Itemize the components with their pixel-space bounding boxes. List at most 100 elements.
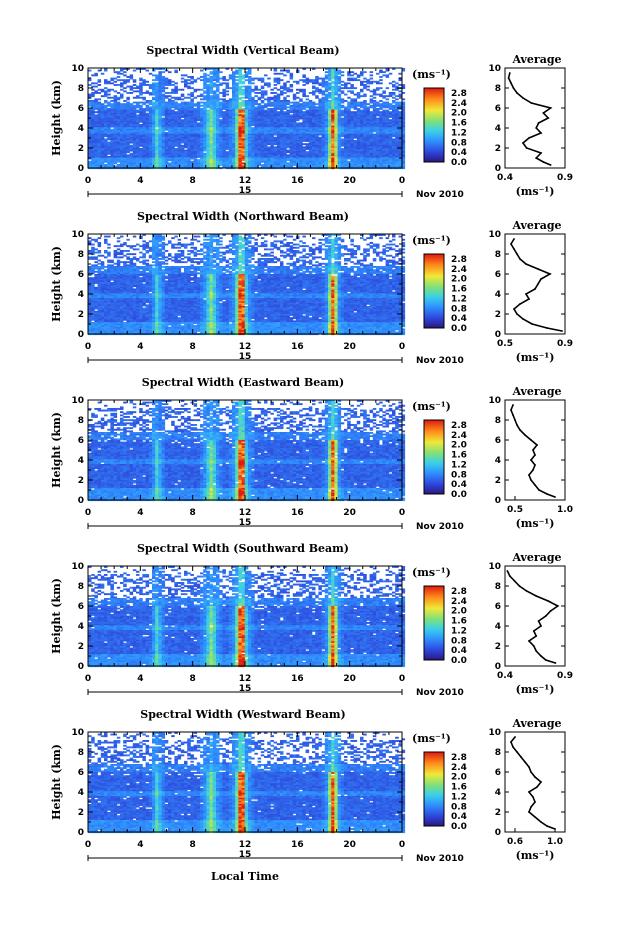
avg-profile-point: [530, 459, 532, 461]
x-tick-label: 16: [291, 840, 304, 850]
x-tick-label: 0: [399, 674, 405, 684]
avg-profile-point: [522, 97, 524, 99]
avg-profile-point: [532, 449, 534, 451]
colorbar-tick-label: 1.6: [451, 451, 467, 461]
avg-profile-point: [540, 655, 542, 657]
avg-y-tick-label: 4: [495, 290, 501, 300]
avg-y-tick-label: 2: [495, 476, 501, 486]
avg-y-tick-label: 10: [488, 396, 501, 406]
avg-profile-point: [545, 659, 547, 661]
avg-y-tick-label: 4: [495, 456, 501, 466]
x-tick-label: 12: [239, 176, 252, 186]
x-tick-label: 20: [343, 342, 356, 352]
avg-profile-point: [538, 122, 540, 124]
date-label: Nov 2010: [416, 356, 464, 366]
date-label: Nov 2010: [416, 854, 464, 864]
avg-profile-point: [513, 248, 515, 250]
x-tick-label: 8: [190, 840, 196, 850]
avg-profile-point: [530, 439, 532, 441]
avg-profile-point: [528, 298, 530, 300]
y-axis-label: Height (km): [50, 80, 63, 156]
avg-y-tick-label: 10: [488, 64, 501, 74]
y-tick-label: 4: [78, 456, 84, 466]
x-tick-label: 20: [343, 508, 356, 518]
avg-profile-point: [533, 645, 535, 647]
avg-profile-point: [543, 161, 545, 163]
avg-x-tick-label: 0.4: [497, 173, 513, 183]
colorbar-tick-label: 1.2: [451, 460, 467, 470]
avg-profile-point: [522, 142, 524, 144]
avg-profile-point: [540, 278, 542, 280]
avg-profile-point: [509, 72, 511, 74]
avg-profile-point: [525, 293, 527, 295]
x-tick-label: 12: [239, 674, 252, 684]
colorbar: [424, 420, 444, 494]
avg-profile-point: [535, 650, 537, 652]
x-tick-label: 0: [85, 342, 91, 352]
colorbar-unit: (ms⁻¹): [412, 400, 451, 413]
y-tick-label: 8: [78, 84, 84, 94]
y-tick-label: 4: [78, 290, 84, 300]
y-axis-label: Height (km): [50, 246, 63, 322]
y-tick-label: 4: [78, 788, 84, 798]
colorbar-tick-label: 0.4: [451, 812, 467, 822]
avg-y-tick-label: 8: [495, 582, 501, 592]
avg-profile-point: [534, 288, 536, 290]
avg-profile-point: [513, 308, 515, 310]
avg-profile-point: [524, 761, 526, 763]
avg-profile-point: [538, 620, 540, 622]
colorbar-tick-label: 0.8: [451, 304, 467, 314]
day-label: 15: [239, 684, 252, 694]
y-tick-label: 10: [71, 230, 84, 240]
colorbar-tick-label: 2.4: [451, 265, 467, 275]
y-tick-label: 6: [78, 436, 84, 446]
colorbar: [424, 586, 444, 660]
avg-x-axis-label: (ms⁻¹): [516, 517, 555, 530]
avg-profile-point: [561, 330, 563, 332]
avg-profile-point: [514, 580, 516, 582]
colorbar-tick-label: 0.0: [451, 656, 467, 666]
x-tick-label: 0: [399, 342, 405, 352]
avg-x-tick-label: 0.9: [557, 173, 573, 183]
y-tick-label: 4: [78, 622, 84, 632]
avg-y-tick-label: 10: [488, 230, 501, 240]
x-tick-label: 20: [343, 840, 356, 850]
avg-profile-point: [516, 253, 518, 255]
colorbar-tick-label: 1.6: [451, 617, 467, 627]
avg-y-tick-label: 4: [495, 788, 501, 798]
colorbar-tick-label: 2.8: [451, 587, 467, 597]
x-tick-label: 16: [291, 508, 304, 518]
panel-title: Spectral Width (Eastward Beam): [142, 376, 344, 389]
avg-profile-point: [540, 625, 542, 627]
x-tick-label: 12: [239, 342, 252, 352]
average-frame: [505, 68, 565, 168]
colorbar-tick-label: 2.0: [451, 773, 467, 783]
avg-y-tick-label: 2: [495, 642, 501, 652]
avg-x-axis-label: (ms⁻¹): [516, 849, 555, 862]
colorbar-tick-label: 0.8: [451, 470, 467, 480]
panel-title: Spectral Width (Southward Beam): [137, 542, 349, 555]
avg-y-tick-label: 2: [495, 144, 501, 154]
panel-title: Spectral Width (Westward Beam): [140, 708, 345, 721]
date-label: Nov 2010: [416, 190, 464, 200]
panel-2: Spectral Width (Northward Beam)0246810He…: [50, 210, 573, 366]
x-tick-label: 0: [399, 508, 405, 518]
colorbar-tick-label: 2.4: [451, 597, 467, 607]
avg-y-tick-label: 6: [495, 104, 501, 114]
avg-profile-point: [534, 484, 536, 486]
y-axis-label: Height (km): [50, 744, 63, 820]
avg-profile-point: [512, 414, 514, 416]
heatmap-field: [88, 68, 405, 169]
x-tick-label: 16: [291, 342, 304, 352]
avg-profile-point: [508, 77, 510, 79]
avg-profile-point: [534, 776, 536, 778]
avg-profile-point: [519, 258, 521, 260]
avg-profile-point: [547, 117, 549, 119]
average-title: Average: [511, 385, 561, 398]
colorbar-tick-label: 1.6: [451, 285, 467, 295]
avg-profile-point: [554, 828, 556, 830]
